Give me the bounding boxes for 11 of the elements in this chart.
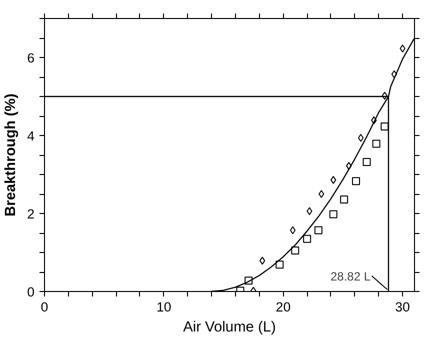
- y-tick-label: 0: [27, 284, 35, 300]
- x-tick-label: 0: [40, 300, 48, 314]
- y-tick-label: 4: [27, 128, 36, 144]
- x-axis-title: Air Volume (L): [183, 320, 276, 336]
- y-tick-label: 6: [27, 50, 35, 66]
- x-tick-label: 10: [156, 300, 172, 314]
- y-tick-label: 2: [27, 206, 35, 222]
- x-tick-label: 30: [395, 300, 410, 314]
- annotation: 28.82 L: [330, 270, 371, 284]
- y-axis-title: Breakthrough (%): [3, 93, 20, 216]
- x-tick-label: 20: [276, 300, 291, 314]
